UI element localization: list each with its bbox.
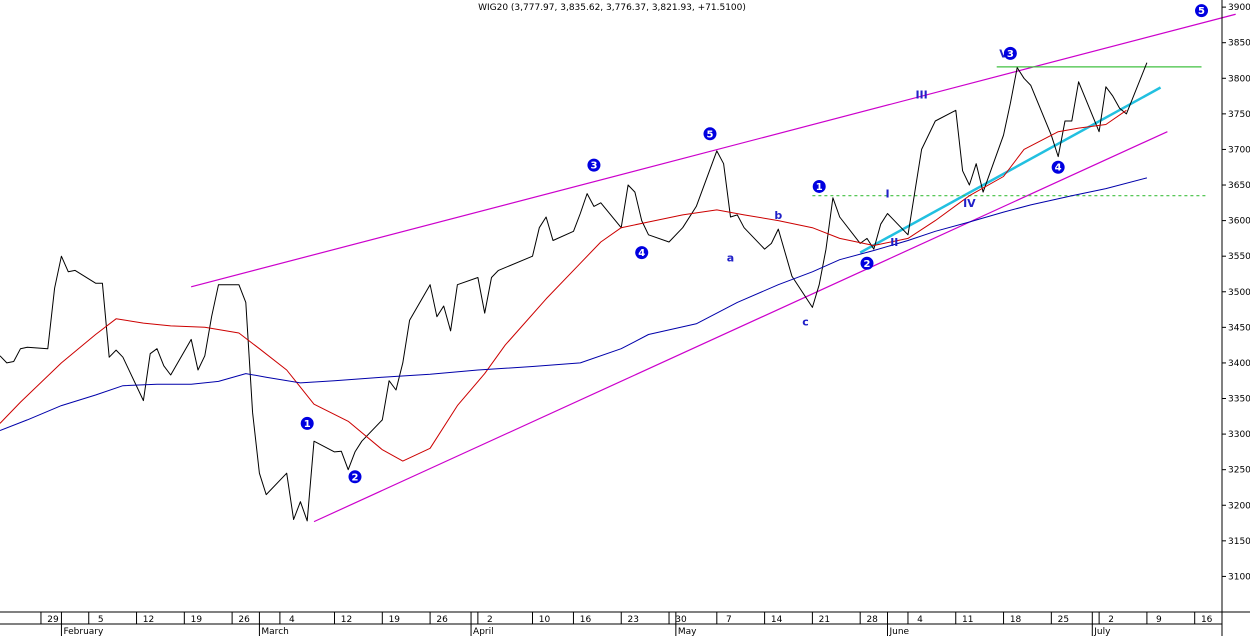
x-tick-label: 2 [487, 615, 493, 625]
price-line [0, 62, 1148, 522]
x-tick-label: 29 [47, 615, 59, 625]
wave-count-label: a [727, 252, 734, 265]
trendline [313, 131, 1168, 523]
x-tick-label: 12 [143, 615, 154, 625]
wave-count-label: 1 [816, 182, 823, 193]
trendline [859, 86, 1162, 254]
wave-count-label: V [999, 47, 1008, 60]
y-tick-label: 3900 [1228, 3, 1250, 13]
x-tick-label: 28 [866, 615, 878, 625]
y-tick-label: 3850 [1228, 39, 1250, 49]
wave-count-circle [587, 158, 601, 172]
y-tick-label: 3250 [1228, 466, 1250, 476]
y-tick-label: 3650 [1228, 181, 1250, 191]
wave-count-label: 2 [864, 259, 871, 270]
x-tick-label: 4 [917, 615, 923, 625]
month-tick-label: May [678, 627, 697, 636]
x-tick-label: 16 [1201, 615, 1213, 625]
wave-count-label: 1 [304, 419, 311, 430]
moving-average-red [0, 109, 1127, 462]
x-tick-label: 25 [1058, 615, 1069, 625]
trendline [190, 13, 1236, 288]
y-tick-label: 3600 [1228, 217, 1250, 227]
y-tick-label: 3450 [1228, 323, 1250, 333]
trendline-layer [190, 13, 1236, 523]
y-tick-label: 3200 [1228, 501, 1250, 511]
month-tick-label: March [261, 627, 288, 636]
wave-count-circle [1051, 160, 1065, 174]
y-tick-label: 3300 [1228, 430, 1250, 440]
moving-average-blue [0, 177, 1148, 431]
x-tick-label: 11 [962, 615, 973, 625]
wave-count-circle [860, 256, 874, 270]
wave-count-label: 2 [352, 472, 359, 483]
wave-count-label: IV [963, 197, 976, 210]
wave-count-circle [635, 246, 649, 260]
x-tick-label: 19 [191, 615, 203, 625]
x-tick-label: 19 [389, 615, 401, 625]
x-tick-label: 14 [771, 615, 783, 625]
x-tick-label: 7 [726, 615, 732, 625]
month-tick-label: February [63, 627, 104, 636]
x-tick-label: 26 [436, 615, 448, 625]
wave-count-label: c [802, 316, 809, 329]
wave-count-label: b [774, 209, 782, 222]
x-tick-label: 5 [98, 615, 104, 625]
month-tick-label: April [473, 627, 494, 636]
x-tick-label: 10 [539, 615, 551, 625]
y-tick-label: 3400 [1228, 359, 1250, 369]
wave-count-label: 3 [590, 161, 597, 172]
y-tick-label: 3500 [1228, 288, 1250, 298]
x-tick-label: 4 [289, 615, 295, 625]
wave-count-label: 4 [1055, 163, 1062, 174]
month-tick-label: July [1093, 627, 1111, 636]
month-tick-label: June [888, 627, 909, 636]
chart-title: WIG20 (3,777.97, 3,835.62, 3,776.37, 3,8… [478, 3, 746, 13]
wave-count-circle [703, 127, 717, 141]
x-tick-label: 26 [238, 615, 250, 625]
wave-count-circle [348, 470, 362, 484]
wave-count-circle [1195, 4, 1209, 18]
wave-count-label: III [915, 89, 927, 102]
x-tick-label: 30 [675, 615, 687, 625]
x-tick-label: 21 [819, 615, 830, 625]
wave-count-label: 5 [707, 129, 714, 140]
wave-count-label: 4 [638, 248, 645, 259]
wave-count-label: II [890, 236, 898, 249]
wave-count-label: I [885, 188, 889, 201]
wave-count-circle [1003, 46, 1017, 60]
x-tick-label: 18 [1010, 615, 1022, 625]
wave-count-circle [300, 416, 314, 430]
x-tick-label: 23 [628, 615, 639, 625]
wave-count-circle [812, 179, 826, 193]
x-tick-label: 2 [1108, 615, 1114, 625]
y-tick-label: 3100 [1228, 572, 1250, 582]
y-tick-label: 3350 [1228, 395, 1250, 405]
y-tick-label: 3750 [1228, 110, 1250, 120]
x-tick-label: 9 [1156, 615, 1162, 625]
y-tick-label: 3800 [1228, 74, 1250, 84]
y-tick-label: 3700 [1228, 145, 1250, 155]
series-layer [0, 62, 1148, 522]
wave-count-label: 5 [1198, 6, 1205, 17]
y-tick-label: 3150 [1228, 537, 1250, 547]
wave-count-label: 3 [1007, 49, 1014, 60]
y-tick-label: 3550 [1228, 252, 1250, 262]
x-tick-label: 16 [580, 615, 592, 625]
x-tick-label: 12 [341, 615, 352, 625]
